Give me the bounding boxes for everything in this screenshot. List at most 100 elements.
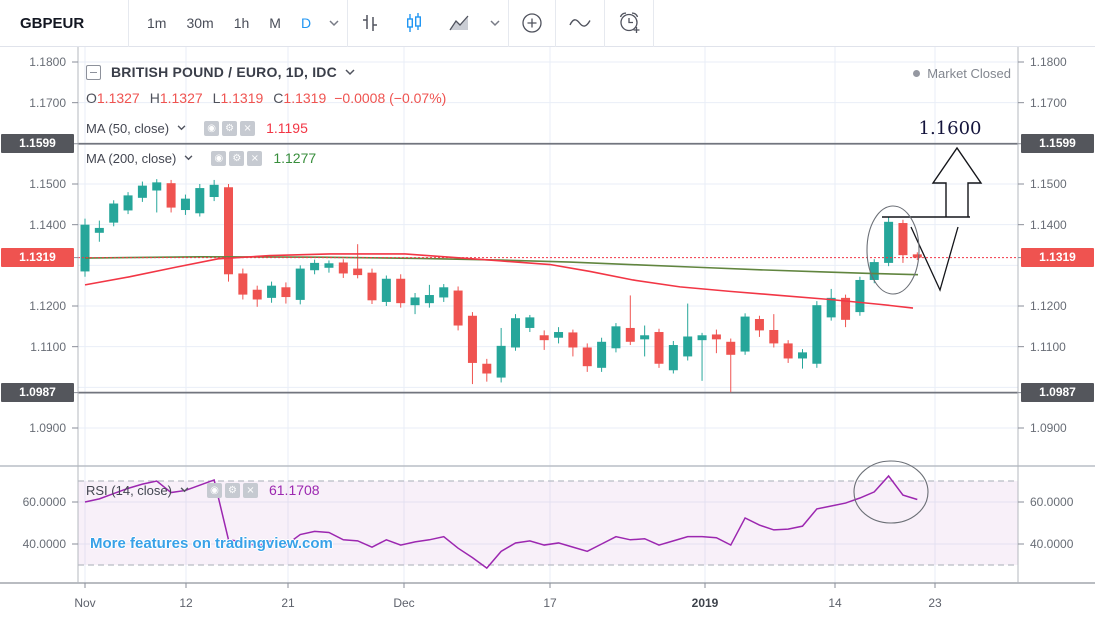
- price-axis-badge: 1.1599: [1021, 134, 1094, 154]
- candle-body: [238, 273, 248, 295]
- symbol-chevron-down-icon[interactable]: [337, 68, 363, 76]
- price-axis-label: 1.0900: [29, 421, 66, 435]
- price-axis-label: 1.1400: [29, 217, 66, 232]
- market-status-text: Market Closed: [927, 66, 1011, 81]
- rsi-legend: RSI (14, close) ◉ ⚙ × 61.1708: [86, 481, 320, 511]
- axis-overlays: 1.1800 1.1800 1.1700 1.1700 1.1500 1.1500 1.14…: [0, 47, 1095, 621]
- candle-body: [80, 224, 90, 272]
- alerts-icon[interactable]: [605, 0, 653, 46]
- price-axis-label: 1.1400: [1030, 217, 1067, 232]
- low-value: 1.1319: [220, 90, 264, 106]
- annotation-zigzag[interactable]: [910, 226, 959, 292]
- chart-style-chevron-down-icon[interactable]: [482, 19, 508, 27]
- candle-body: [195, 188, 205, 214]
- ma50-settings-gear-icon[interactable]: ⚙: [222, 120, 238, 136]
- candle-body: [109, 203, 119, 223]
- symbol-button[interactable]: GBPEUR: [20, 14, 85, 32]
- candle-body: [209, 184, 219, 198]
- time-axis-label: Dec: [393, 596, 415, 610]
- top-toolbar: GBPEUR 1m 30m 1h M D: [0, 0, 1095, 47]
- candle-body: [869, 262, 879, 280]
- toolbar-divider: [128, 0, 129, 47]
- candle-body: [123, 195, 133, 211]
- rsi-axis-label: 60.0000: [1030, 495, 1074, 509]
- ma50-row: MA (50, close) ◉ ⚙ × 1.1195: [86, 119, 446, 137]
- bar-chart-icon[interactable]: [348, 0, 392, 46]
- price-axis-label: 1.0900: [1030, 421, 1067, 435]
- ma50-visibility-icon[interactable]: ◉: [204, 120, 220, 136]
- ma200-remove-icon[interactable]: ×: [247, 150, 263, 166]
- interval-chevron-down-icon[interactable]: [321, 19, 347, 27]
- candle-body: [769, 329, 779, 344]
- legend-collapse-icon[interactable]: [86, 64, 101, 80]
- toolbar-divider: [653, 0, 655, 47]
- price-axis-label: 1.1700: [29, 95, 66, 110]
- price-axis-label: 1.1200: [1030, 299, 1067, 313]
- interval-1m[interactable]: 1m: [147, 15, 167, 31]
- candle-body: [912, 254, 922, 258]
- ma200-chevron-down-icon[interactable]: [176, 155, 201, 161]
- toolbar-divider: [508, 0, 510, 47]
- annotation-price-circle[interactable]: [866, 205, 920, 295]
- rsi-axis-label: 40.0000: [1030, 537, 1074, 551]
- indicators-icon[interactable]: [556, 0, 604, 46]
- low-label: L: [212, 90, 221, 106]
- rsi-chevron-down-icon[interactable]: [172, 487, 197, 493]
- ma50-line: [84, 253, 914, 309]
- candlestick-icon[interactable]: [392, 0, 436, 46]
- candle-body: [424, 295, 434, 304]
- symbol-title: BRITISH POUND / EURO, 1D, IDC: [111, 64, 337, 80]
- annotation-up-arrow[interactable]: [931, 146, 983, 217]
- ma50-value: 1.1195: [266, 120, 308, 136]
- rsi-value: 61.1708: [268, 482, 320, 498]
- candle-body: [568, 332, 578, 348]
- candle-body: [137, 185, 147, 198]
- area-chart-icon[interactable]: [436, 0, 482, 46]
- price-axis-label: 1.1500: [1030, 177, 1067, 191]
- ma200-row: MA (200, close) ◉ ⚙ × 1.1277: [86, 149, 446, 167]
- candle-body: [826, 297, 836, 318]
- ma50-chevron-down-icon[interactable]: [169, 125, 194, 131]
- price-axis-label: 1.1500: [29, 177, 66, 191]
- price-chart-svg[interactable]: 1.1600: [0, 47, 1095, 621]
- rsi-remove-icon[interactable]: ×: [242, 482, 258, 498]
- candle-body: [841, 297, 851, 320]
- close-value: 1.1319: [283, 90, 327, 106]
- candle-body: [324, 263, 334, 268]
- ma50-label[interactable]: MA (50, close): [86, 120, 170, 136]
- price-axis-label: 1.1700: [1030, 95, 1067, 110]
- rsi-visibility-icon[interactable]: ◉: [206, 482, 222, 498]
- ma200-settings-gear-icon[interactable]: ⚙: [229, 150, 245, 166]
- rsi-axis-label: 40.0000: [22, 537, 66, 551]
- interval-30m[interactable]: 30m: [186, 15, 214, 31]
- change-value: −0.0008 (−0.07%): [334, 90, 447, 106]
- candle-body: [582, 347, 592, 367]
- price-axis-badge: 1.1319: [1021, 248, 1094, 268]
- compare-add-icon[interactable]: [509, 0, 555, 46]
- ma200-visibility-icon[interactable]: ◉: [211, 150, 227, 166]
- ma200-label[interactable]: MA (200, close): [86, 150, 177, 166]
- interval-M[interactable]: M: [269, 15, 281, 31]
- interval-1h[interactable]: 1h: [233, 15, 250, 31]
- candle-body: [338, 262, 348, 274]
- annotation-rsi-circle[interactable]: [853, 460, 929, 524]
- candle-body: [884, 221, 894, 263]
- candle-body: [597, 341, 607, 368]
- price-axis-label: 1.1100: [30, 339, 66, 354]
- tradingview-watermark-link[interactable]: More features on tradingview.com: [90, 535, 333, 552]
- rsi-label[interactable]: RSI (14, close): [86, 482, 172, 498]
- candle-body: [482, 363, 492, 374]
- rsi-axis-label: 60.0000: [22, 495, 66, 509]
- candle-body: [740, 316, 750, 352]
- ma50-remove-icon[interactable]: ×: [240, 120, 256, 136]
- annotation-target-price[interactable]: 1.1600: [919, 118, 982, 139]
- time-axis-label: Nov: [74, 596, 96, 610]
- rsi-settings-gear-icon[interactable]: ⚙: [224, 482, 240, 498]
- interval-D[interactable]: D: [300, 15, 312, 31]
- candle-body: [640, 335, 650, 340]
- candle-body: [439, 287, 449, 298]
- toolbar-divider: [555, 0, 557, 47]
- price-axis-badge: 1.0987: [1021, 383, 1094, 403]
